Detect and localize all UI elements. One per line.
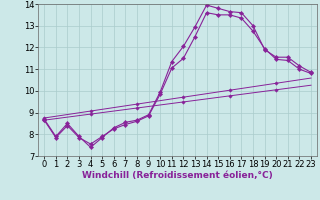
X-axis label: Windchill (Refroidissement éolien,°C): Windchill (Refroidissement éolien,°C) [82, 171, 273, 180]
